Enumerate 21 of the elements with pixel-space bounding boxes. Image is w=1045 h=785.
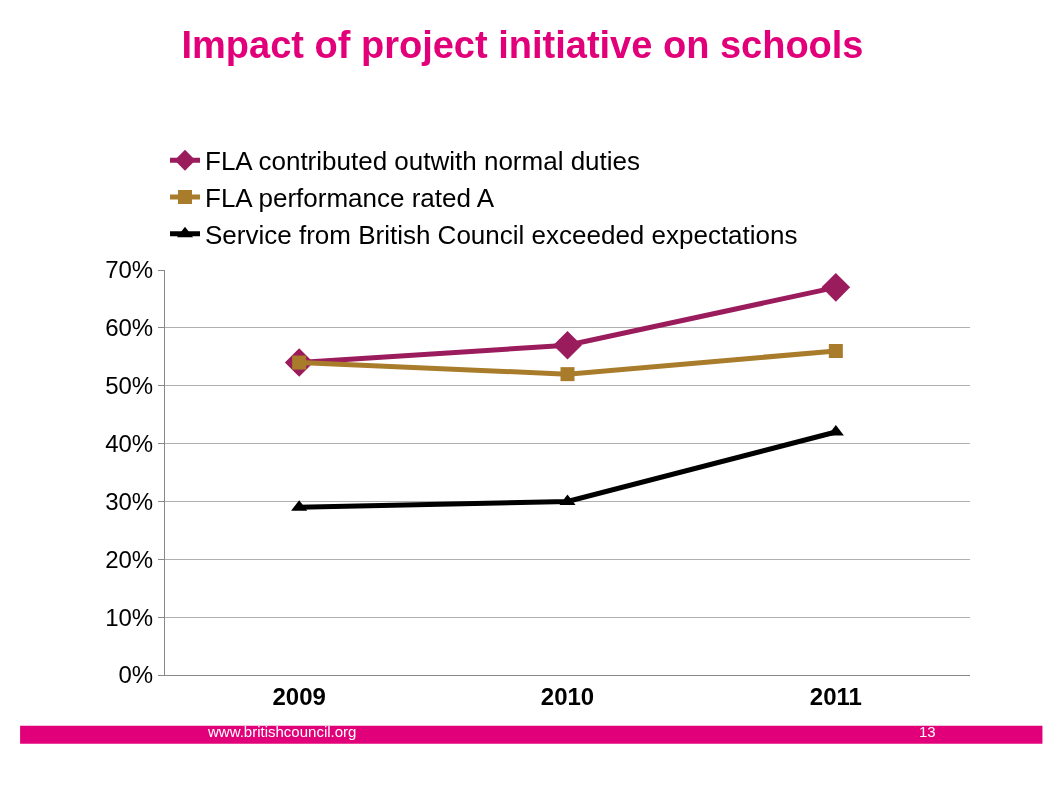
y-tick-label: 30% [105,487,154,515]
point [821,273,851,302]
y-tick-label: 0% [118,661,154,689]
text: www.britishcouncil.org [207,723,357,740]
x-tick-label: 2010 [540,682,595,710]
y-tick-label: 10% [105,603,154,631]
chart-title: Impact of project initiative on schools [181,24,864,66]
legend-label: FLA performance rated A [205,183,495,214]
point [560,367,575,382]
point [828,344,843,358]
y-tick-label: 40% [105,429,154,457]
legend-label: FLA contributed outwith normal duties [205,146,641,177]
y-tick-label: 70% [105,256,154,284]
legend-label: Service from British Council exceeded expectations [205,219,798,250]
x-tick-label: 2009 [272,682,326,710]
y-tick-label: 50% [105,372,154,400]
y-tick-label: 20% [105,545,154,573]
text: 13 [919,723,936,740]
y-tick-label: 60% [105,314,154,342]
x-tick-label: 2011 [809,682,862,710]
point [553,330,582,360]
